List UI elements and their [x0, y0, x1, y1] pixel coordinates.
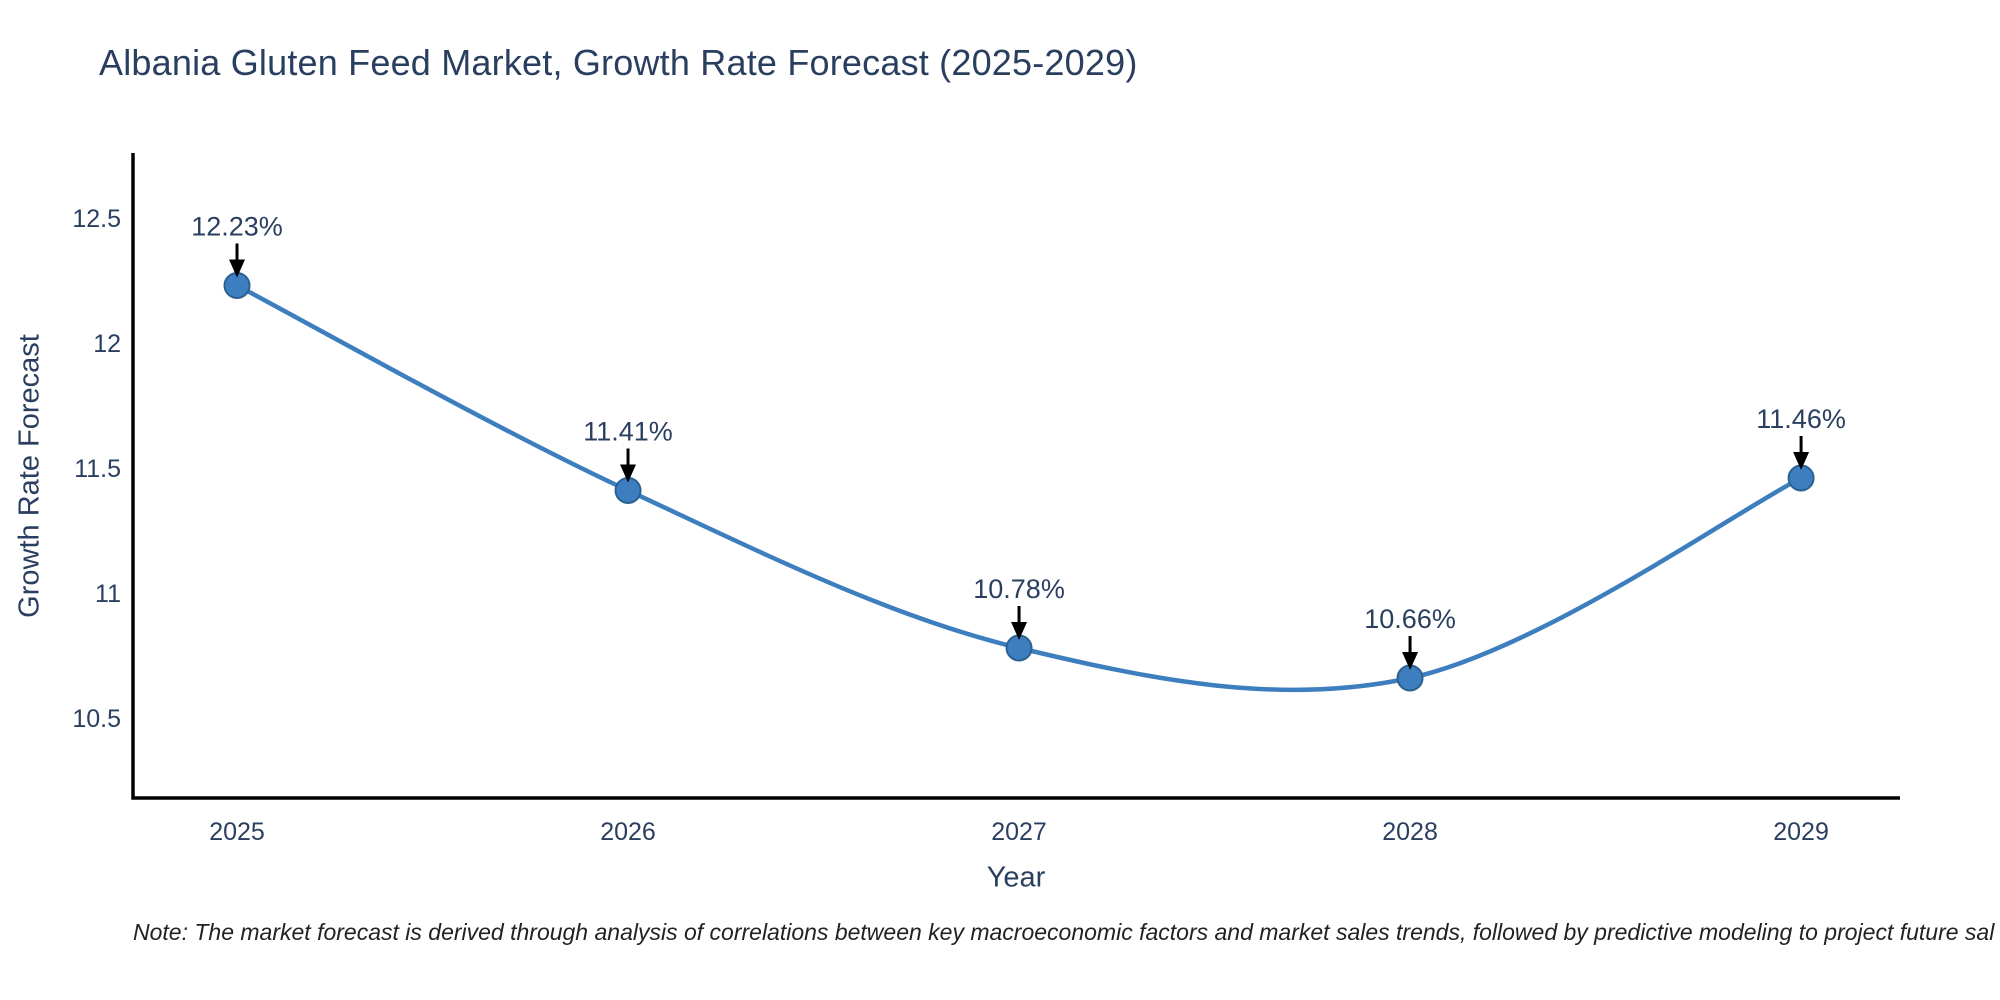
annotation-arrow-head — [1011, 622, 1028, 640]
footnote: Note: The market forecast is derived thr… — [133, 919, 1995, 945]
axis-lines — [131, 153, 1900, 800]
annotation-arrow-head — [620, 464, 637, 483]
x-tick-label: 2027 — [991, 818, 1047, 846]
annotation-arrow-head — [1402, 652, 1419, 670]
y-axis-title: Growth Rate Forecast — [13, 334, 46, 618]
x-axis-title: Year — [986, 861, 1046, 894]
x-tick-label: 2028 — [1382, 818, 1438, 846]
point-value-label: 12.23% — [191, 212, 283, 242]
y-tick-label: 10.5 — [72, 705, 121, 733]
annotation-arrow-head — [229, 259, 246, 278]
chart-title: Albania Gluten Feed Market, Growth Rate … — [99, 42, 1138, 83]
annotation-arrow-head — [1793, 452, 1810, 470]
point-value-label: 10.66% — [1364, 604, 1456, 634]
y-tick-label: 12.5 — [72, 205, 121, 233]
x-tick-label: 2026 — [600, 818, 656, 846]
point-value-label: 10.78% — [973, 574, 1065, 604]
point-value-label: 11.41% — [583, 417, 673, 447]
y-tick-label: 11 — [95, 580, 121, 608]
x-tick-label: 2025 — [209, 818, 265, 846]
y-tick-label: 12 — [93, 330, 121, 358]
x-tick-label: 2029 — [1773, 818, 1829, 846]
point-value-label: 11.46% — [1756, 404, 1846, 434]
y-tick-label: 11.5 — [74, 455, 121, 483]
